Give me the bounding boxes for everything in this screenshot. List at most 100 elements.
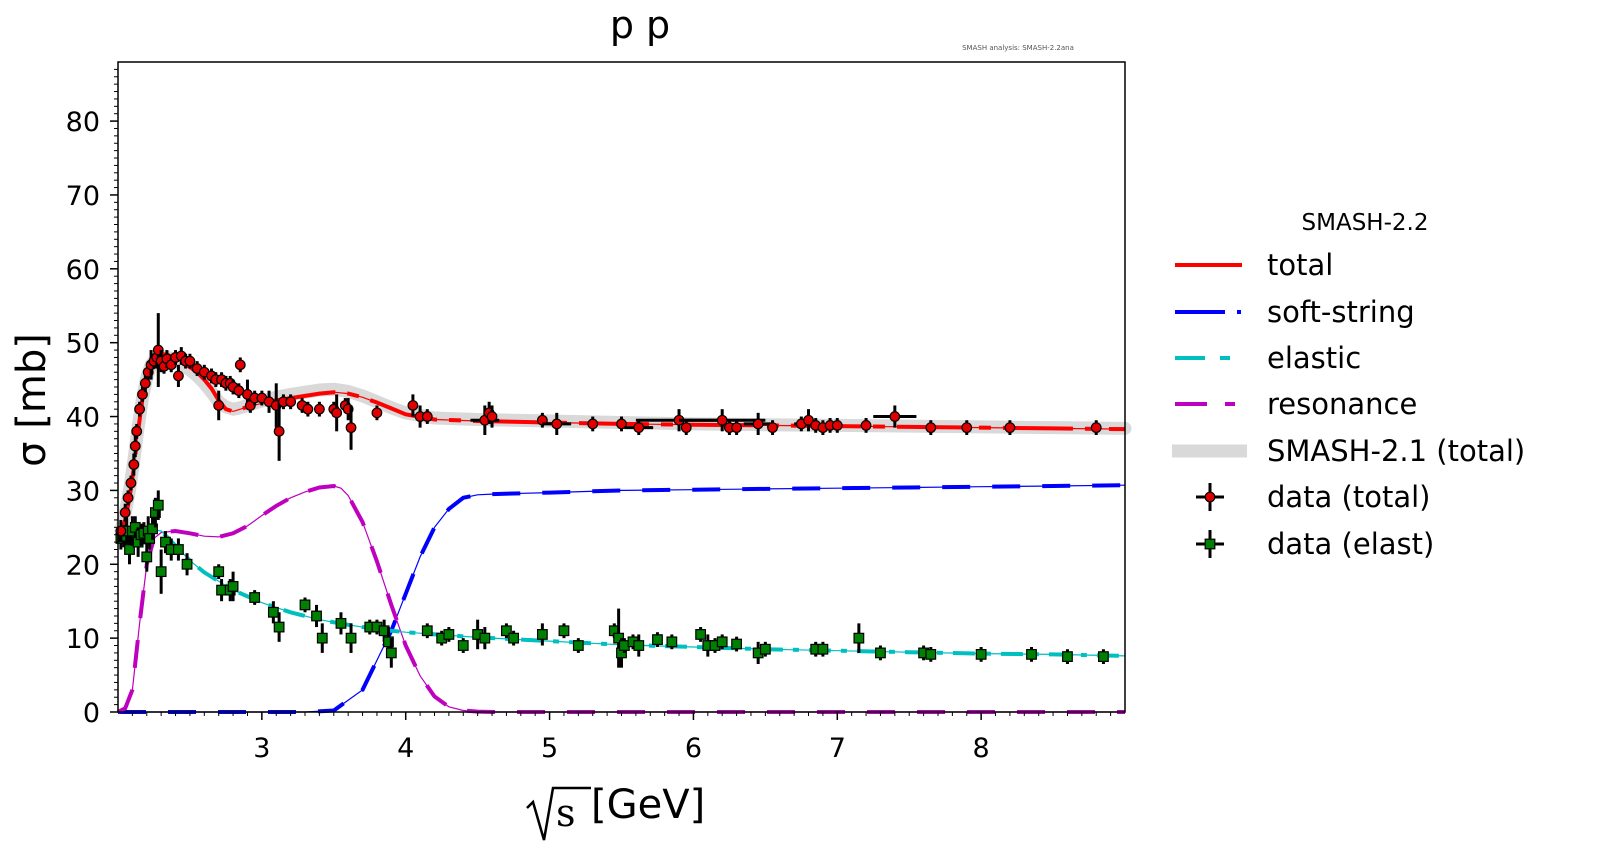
data-total-point bbox=[234, 359, 246, 371]
data-elast-point bbox=[1062, 651, 1073, 663]
data-elast-point bbox=[335, 617, 347, 629]
data-elast-point bbox=[213, 566, 225, 578]
data-elast-point bbox=[695, 629, 707, 640]
x-axis-title: s [GeV] bbox=[526, 782, 705, 841]
data-total-point bbox=[889, 411, 901, 422]
legend-label: data (elast) bbox=[1267, 527, 1434, 561]
data-elast-point bbox=[421, 625, 433, 637]
data-elast-point bbox=[457, 640, 469, 651]
y-tick-label: 60 bbox=[66, 255, 100, 286]
legend-swatch-data-elast bbox=[1204, 538, 1216, 550]
data-total-point bbox=[371, 407, 383, 419]
data-elast-point bbox=[316, 632, 328, 644]
data-total-point bbox=[407, 400, 419, 411]
data-elast-point bbox=[536, 629, 548, 640]
data-total-point bbox=[551, 418, 563, 430]
data-total-point bbox=[616, 418, 627, 430]
x-tick-label: 7 bbox=[829, 733, 846, 764]
sqrt-symbol bbox=[526, 786, 591, 841]
data-elast-point bbox=[633, 640, 645, 651]
data-elast-point bbox=[572, 640, 584, 651]
data-elast-point bbox=[385, 647, 397, 659]
data-total-point bbox=[131, 425, 143, 437]
data-total-point bbox=[803, 414, 814, 426]
data-total-point bbox=[139, 377, 151, 389]
x-tick-label: 6 bbox=[685, 733, 702, 764]
y-tick-label: 50 bbox=[66, 329, 100, 360]
data-total-point bbox=[961, 422, 973, 434]
data-total-point bbox=[285, 396, 297, 408]
data-total-point bbox=[1090, 422, 1102, 434]
data-elast-point bbox=[666, 636, 678, 648]
data-elast-point bbox=[173, 544, 184, 555]
legend-swatch-data-total bbox=[1204, 491, 1216, 503]
data-total-point bbox=[213, 400, 225, 411]
data-total-point bbox=[680, 422, 692, 434]
data-elast-point bbox=[299, 599, 311, 611]
data-total-point bbox=[767, 422, 778, 434]
data-total-point bbox=[302, 403, 314, 415]
resonance-thin-line bbox=[117, 485, 1125, 713]
data-elast-point bbox=[249, 592, 261, 603]
plot-area bbox=[114, 313, 1132, 714]
data-total-point bbox=[860, 420, 872, 431]
y-tick-label: 40 bbox=[66, 403, 100, 434]
soft-string-thin-line bbox=[118, 484, 1126, 713]
y-tick-label: 10 bbox=[66, 624, 100, 655]
data-elast-point bbox=[501, 625, 512, 637]
x-tick-label: 3 bbox=[253, 733, 270, 764]
data-elast-point bbox=[853, 632, 865, 644]
legend-label: elastic bbox=[1267, 341, 1361, 375]
data-elast-point bbox=[181, 558, 193, 570]
data-elast-point bbox=[311, 610, 322, 622]
x-tick-label: 8 bbox=[973, 733, 990, 764]
data-elast-point bbox=[147, 523, 158, 535]
data-total-point bbox=[831, 420, 843, 431]
data-elast-point bbox=[152, 499, 164, 511]
legend-label: total bbox=[1267, 248, 1333, 282]
legend-title: SMASH-2.2 bbox=[1302, 210, 1429, 236]
data-total-point bbox=[486, 411, 498, 422]
data-elast-point bbox=[443, 629, 455, 640]
data-total-point bbox=[421, 411, 433, 422]
data-total-point bbox=[128, 459, 140, 470]
chart-title: p p bbox=[610, 3, 670, 47]
data-total-point bbox=[587, 418, 599, 430]
data-total-point bbox=[345, 422, 357, 434]
legend: SMASH-2.2 total soft-string elastic resonan… bbox=[1172, 210, 1525, 561]
data-total-point bbox=[129, 440, 141, 452]
data-total-point bbox=[716, 414, 728, 426]
data-total-point bbox=[731, 422, 742, 434]
data-elast-point bbox=[508, 632, 520, 644]
data-elast-point bbox=[383, 636, 394, 648]
data-elast-point bbox=[925, 648, 937, 660]
legend-label: SMASH-2.1 (total) bbox=[1267, 434, 1525, 468]
x-tick-label: 5 bbox=[541, 733, 558, 764]
x-axis-unit-label: [GeV] bbox=[591, 782, 705, 828]
data-total-point bbox=[925, 422, 937, 434]
data-elast-point bbox=[155, 566, 167, 578]
data-elast-point bbox=[759, 643, 771, 655]
legend-label: soft-string bbox=[1267, 295, 1415, 329]
elastic-line bbox=[117, 526, 1126, 658]
data-total-point bbox=[273, 425, 285, 437]
data-elast-point bbox=[975, 648, 987, 660]
y-tick-label: 0 bbox=[83, 698, 100, 729]
y-axis-title: σ [mb] bbox=[9, 333, 55, 467]
data-total-point bbox=[125, 477, 137, 489]
legend-label: resonance bbox=[1267, 387, 1417, 421]
data-total-point bbox=[134, 403, 145, 415]
smash21-total-band bbox=[114, 349, 1132, 538]
data-elast-point bbox=[141, 551, 153, 563]
data-elast-point bbox=[731, 638, 742, 650]
data-total-point bbox=[173, 370, 184, 382]
data-elast-point bbox=[267, 606, 279, 618]
data-elast-point bbox=[479, 632, 491, 644]
y-tick-label: 70 bbox=[66, 181, 100, 212]
data-total-point bbox=[1004, 422, 1016, 434]
sqrt-s-symbol: s bbox=[556, 791, 576, 835]
data-total-point bbox=[633, 422, 645, 434]
data-elast-point bbox=[227, 581, 239, 592]
legend-label: data (total) bbox=[1267, 480, 1430, 514]
x-tick-label: 4 bbox=[397, 733, 414, 764]
